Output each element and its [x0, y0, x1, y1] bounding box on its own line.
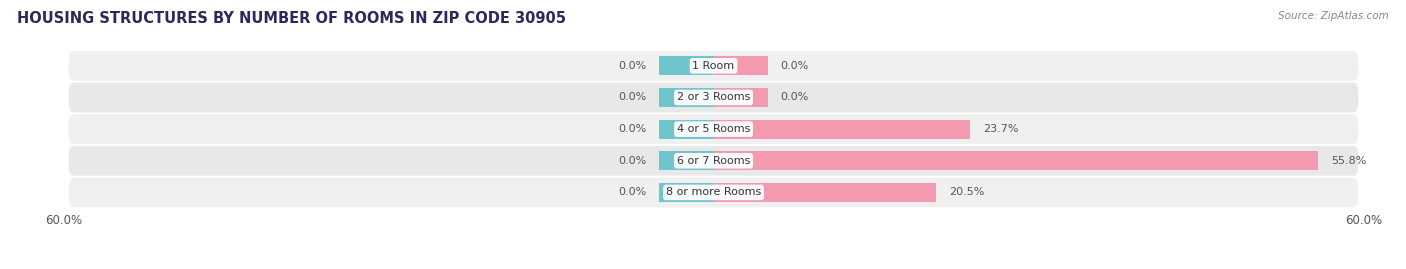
Text: 0.0%: 0.0%: [780, 61, 808, 71]
FancyBboxPatch shape: [69, 114, 1358, 144]
Text: HOUSING STRUCTURES BY NUMBER OF ROOMS IN ZIP CODE 30905: HOUSING STRUCTURES BY NUMBER OF ROOMS IN…: [17, 11, 565, 26]
Legend: Owner-occupied, Renter-occupied: Owner-occupied, Renter-occupied: [592, 266, 835, 269]
Bar: [659, 56, 713, 75]
Text: 0.0%: 0.0%: [619, 93, 647, 102]
Text: 23.7%: 23.7%: [983, 124, 1019, 134]
Text: 6 or 7 Rooms: 6 or 7 Rooms: [676, 156, 751, 166]
Text: 0.0%: 0.0%: [619, 156, 647, 166]
Bar: [713, 151, 1319, 170]
Bar: [659, 151, 713, 170]
Text: 8 or more Rooms: 8 or more Rooms: [666, 187, 761, 197]
Text: 0.0%: 0.0%: [619, 124, 647, 134]
Text: 0.0%: 0.0%: [619, 187, 647, 197]
FancyBboxPatch shape: [69, 51, 1358, 81]
Text: 20.5%: 20.5%: [949, 187, 984, 197]
Bar: [713, 120, 970, 139]
Bar: [659, 183, 713, 202]
Bar: [659, 120, 713, 139]
Text: Source: ZipAtlas.com: Source: ZipAtlas.com: [1278, 11, 1389, 21]
FancyBboxPatch shape: [69, 146, 1358, 176]
Bar: [713, 183, 936, 202]
Text: 1 Room: 1 Room: [693, 61, 734, 71]
FancyBboxPatch shape: [69, 178, 1358, 207]
Text: 2 or 3 Rooms: 2 or 3 Rooms: [676, 93, 751, 102]
Bar: [659, 88, 713, 107]
Text: 4 or 5 Rooms: 4 or 5 Rooms: [676, 124, 751, 134]
Text: 0.0%: 0.0%: [619, 61, 647, 71]
Text: 0.0%: 0.0%: [780, 93, 808, 102]
Text: 55.8%: 55.8%: [1331, 156, 1367, 166]
Bar: [713, 88, 768, 107]
Bar: [713, 56, 768, 75]
FancyBboxPatch shape: [69, 83, 1358, 112]
